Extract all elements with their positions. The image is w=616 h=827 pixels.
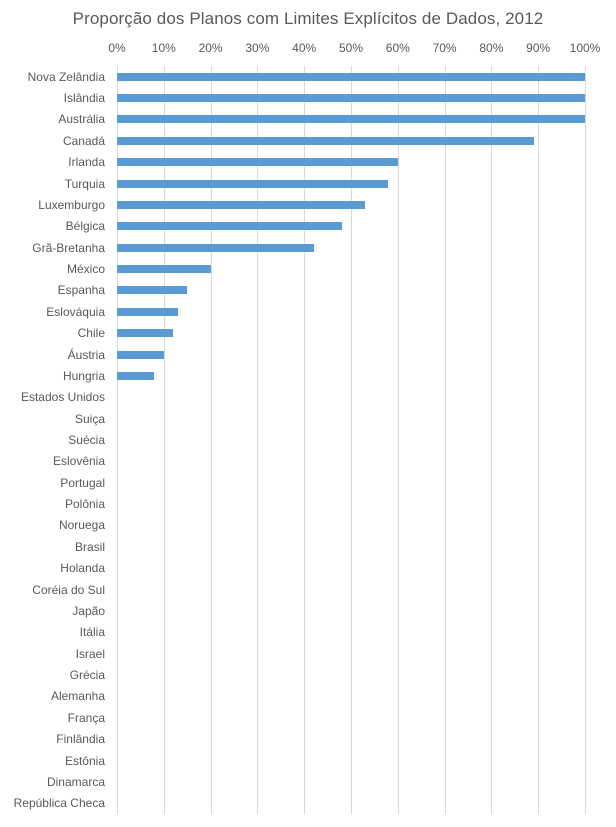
- y-tick-label: Itália: [79, 625, 105, 640]
- y-tick-label: Hungria: [62, 368, 105, 383]
- y-tick-label: Portugal: [60, 475, 105, 490]
- y-tick-label: França: [67, 710, 105, 725]
- y-tick-label: Espanha: [57, 283, 105, 298]
- y-tick-label: Grã-Bretanha: [32, 240, 105, 255]
- y-tick-label: Eslováquia: [46, 304, 105, 319]
- y-tick-label: Irlanda: [68, 155, 105, 170]
- x-tick-label: 0%: [108, 41, 126, 55]
- bar: [117, 136, 534, 145]
- y-tick-label: Polônia: [64, 497, 105, 512]
- y-tick-label: Grécia: [69, 668, 105, 683]
- y-tick-label: Dinamarca: [46, 774, 105, 789]
- y-tick-label: Austrália: [58, 112, 105, 127]
- y-tick-label: Noruega: [58, 518, 105, 533]
- y-tick-label: Chile: [77, 326, 105, 341]
- gridline: [211, 66, 212, 814]
- gridline: [491, 66, 492, 814]
- gridline: [538, 66, 539, 814]
- y-tick-label: Áustria: [67, 347, 105, 362]
- bar: [117, 286, 188, 295]
- bar: [117, 243, 314, 252]
- gridline: [164, 66, 165, 814]
- x-tick-label: 100%: [569, 41, 601, 55]
- bar: [117, 329, 174, 338]
- y-tick-label: Suécia: [68, 433, 105, 447]
- bar: [117, 222, 342, 231]
- gridline: [304, 66, 305, 814]
- bar: [117, 350, 164, 359]
- x-tick-label: 30%: [245, 41, 270, 55]
- y-tick-label: Estados Unidos: [20, 390, 105, 405]
- bar: [117, 371, 155, 380]
- y-tick-label: Nova Zelândia: [27, 69, 105, 84]
- gridline: [117, 66, 118, 814]
- gridline: [351, 66, 352, 814]
- y-tick-label: Eslovênia: [52, 454, 105, 469]
- y-tick-label: Islândia: [63, 91, 105, 106]
- bar: [117, 179, 389, 188]
- gridline: [257, 66, 258, 814]
- y-tick-label: Turquia: [64, 176, 105, 191]
- y-tick-label: Finlândia: [56, 732, 105, 747]
- y-tick-label: Canadá: [62, 133, 105, 148]
- x-tick-label: 40%: [292, 41, 317, 55]
- y-tick-label: Luxemburgo: [38, 197, 105, 212]
- y-tick-label: Israel: [75, 646, 105, 661]
- x-tick-label: 20%: [198, 41, 223, 55]
- gridline: [398, 66, 399, 814]
- y-tick-label: Estônia: [64, 753, 105, 768]
- y-tick-label: Japão: [72, 603, 105, 618]
- bar: [117, 115, 585, 124]
- y-tick-label: México: [66, 262, 105, 277]
- x-tick-label: 70%: [432, 41, 457, 55]
- y-tick-label: Alemanha: [50, 689, 105, 704]
- gridline: [585, 66, 586, 814]
- y-tick-label: Suiça: [74, 411, 105, 426]
- x-tick-label: 60%: [385, 41, 410, 55]
- y-tick-label: Coréia do Sul: [32, 582, 105, 597]
- x-tick-label: 90%: [526, 41, 551, 55]
- y-tick-label: Holanda: [60, 561, 105, 576]
- x-tick-label: 10%: [151, 41, 176, 55]
- bar: [117, 72, 585, 81]
- gridline: [445, 66, 446, 814]
- bar: [117, 94, 585, 103]
- y-tick-label: Brasil: [74, 539, 105, 554]
- x-tick-label: 50%: [338, 41, 364, 55]
- bar: [117, 265, 211, 274]
- chart-title: Proporção dos Planos com Limites Explíci…: [72, 9, 544, 28]
- y-tick-label: Bélgica: [65, 219, 105, 234]
- bar: [117, 200, 366, 209]
- bar: [117, 307, 178, 316]
- x-tick-label: 80%: [479, 41, 504, 55]
- y-tick-label: República Checa: [13, 796, 105, 811]
- bar: [117, 158, 398, 167]
